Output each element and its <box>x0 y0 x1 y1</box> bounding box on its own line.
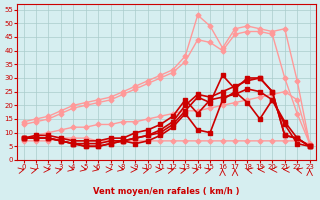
X-axis label: Vent moyen/en rafales ( km/h ): Vent moyen/en rafales ( km/h ) <box>93 187 240 196</box>
